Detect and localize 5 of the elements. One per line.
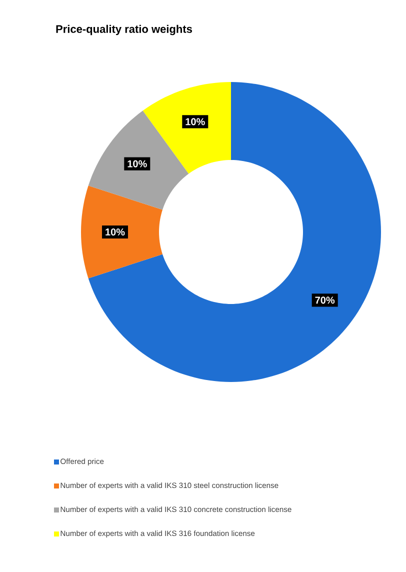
chart-title: Price-quality ratio weights (56, 24, 192, 36)
data-label: 10% (186, 118, 205, 126)
data-label: 10% (106, 228, 125, 236)
data-label: 70% (315, 296, 335, 304)
data-label: 10% (128, 160, 147, 168)
